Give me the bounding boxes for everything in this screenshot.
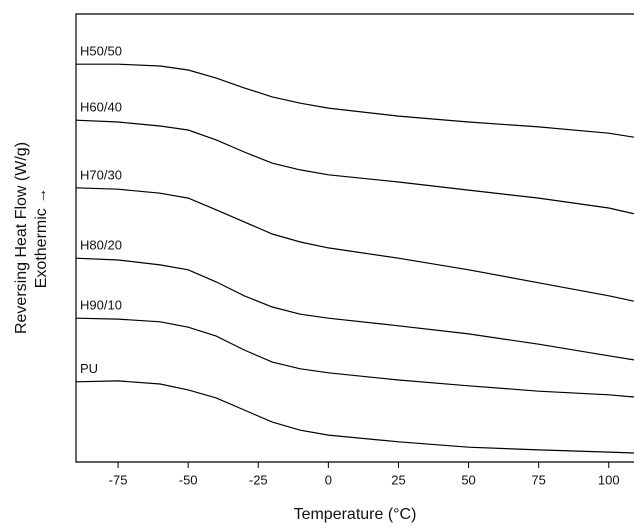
x-tick-label: -25 [249, 472, 268, 487]
curve-label: H60/40 [80, 100, 122, 115]
curve [76, 63, 634, 138]
y-axis-title: Exothermic → [33, 188, 50, 288]
x-tick-label: 50 [461, 472, 475, 487]
x-tick-label: 25 [391, 472, 405, 487]
curve [75, 119, 634, 215]
curve [75, 380, 634, 454]
x-tick-label: -75 [109, 472, 128, 487]
curve-label: H70/30 [80, 167, 122, 182]
x-axis-title: Temperature (°C) [294, 506, 417, 523]
x-tick-label: 0 [325, 472, 332, 487]
curve [75, 317, 634, 398]
x-tick-label: 75 [531, 472, 545, 487]
axis-frame [75, 13, 634, 463]
y-axis-title: Reversing Heat Flow (W/g) [13, 142, 30, 334]
x-tick-label: 100 [598, 472, 620, 487]
curve-label: PU [80, 361, 98, 376]
curve-label: H50/50 [80, 44, 122, 59]
curve-label: H90/10 [80, 298, 122, 313]
curve [75, 187, 634, 302]
curve [75, 257, 634, 361]
x-tick-label: -50 [179, 472, 198, 487]
curve-label: H80/20 [80, 238, 122, 253]
